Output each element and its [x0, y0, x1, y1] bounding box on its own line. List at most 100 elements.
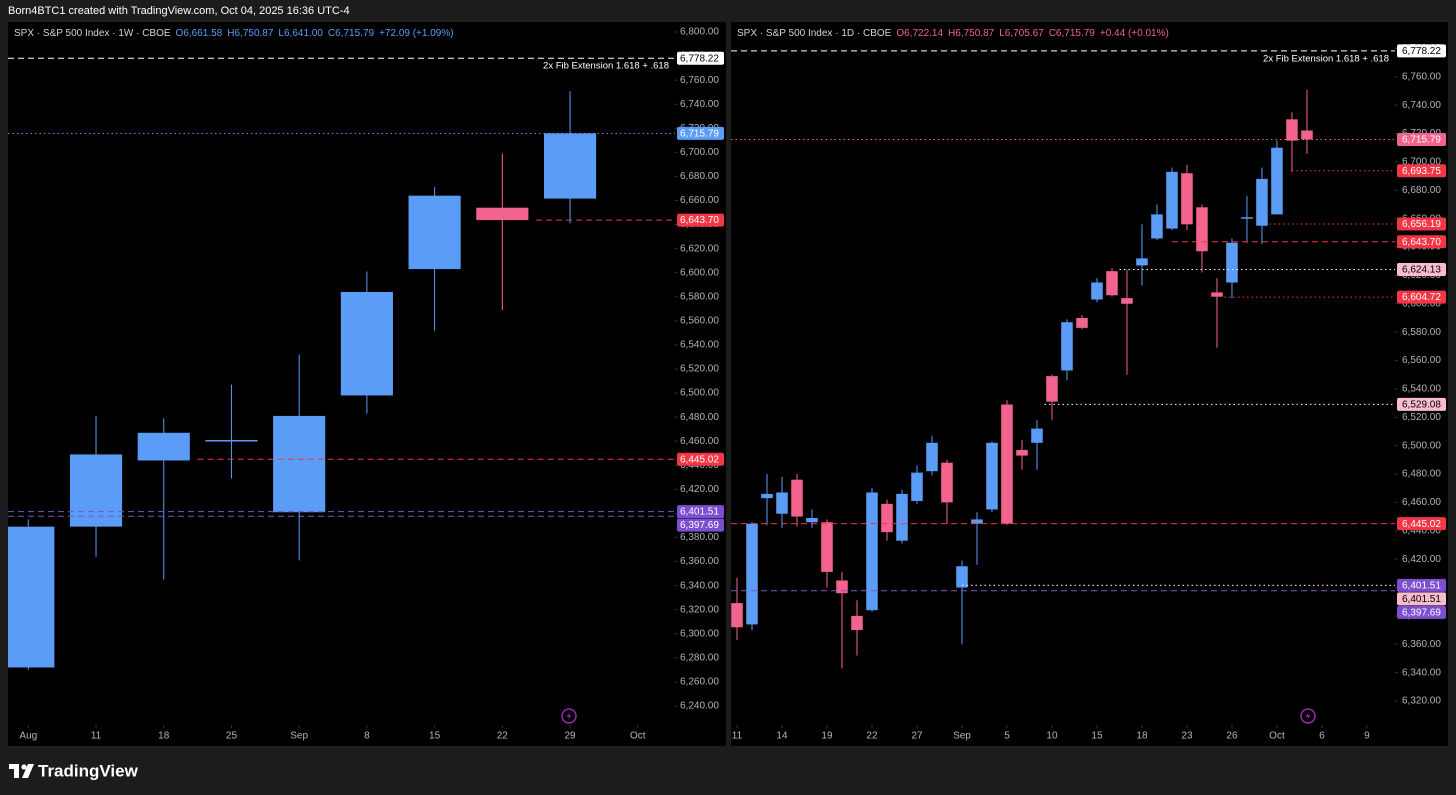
logo-part	[9, 764, 19, 778]
y-tick-label: 6,700.00	[680, 147, 719, 158]
y-tick-label: 6,740.00	[1402, 100, 1441, 111]
level-label: 6,656.19	[1402, 219, 1441, 230]
candle-body	[1241, 217, 1253, 219]
candle-body	[408, 195, 461, 270]
level-label: 6,401.51	[1402, 594, 1441, 605]
candles	[731, 89, 1313, 669]
x-tick-label: 8	[364, 731, 370, 742]
level-label: 6,778.22	[680, 53, 719, 64]
level-note: 2x Fib Extension 1.618 + .618	[543, 61, 669, 72]
x-tick-label: 15	[1091, 731, 1103, 742]
x-tick-label: 18	[158, 731, 170, 742]
candle-body	[836, 580, 848, 594]
chart: 6,240.00 6,260.00 6,280.00 6,300.00 6,320.00…	[8, 27, 724, 742]
x-tick-label: 14	[776, 731, 788, 742]
y-tick-label: 6,580.00	[680, 291, 719, 302]
x-tick-label: Sep	[290, 731, 308, 742]
x-tick-label: 22	[866, 731, 878, 742]
level-label-bg	[1397, 263, 1446, 277]
level-label: 6,445.02	[1402, 519, 1441, 530]
candle-body	[137, 432, 190, 461]
candle-body	[476, 207, 529, 221]
candle-body	[1181, 173, 1193, 225]
y-tick-label: 6,340.00	[680, 580, 719, 591]
candle-body	[791, 479, 803, 517]
level-label-bg	[677, 505, 724, 519]
candle-body	[896, 493, 908, 541]
x-tick-label: 27	[911, 731, 923, 742]
chart: 6,320.006,340.006,360.006,380.006,400.00…	[731, 28, 1446, 742]
x-tick-label: Oct	[630, 731, 646, 742]
legend-value: L6,705.67	[999, 28, 1044, 39]
level-label-bg	[1397, 290, 1446, 304]
candle-body	[731, 603, 743, 628]
y-tick-label: 6,500.00	[1402, 440, 1441, 451]
level-label: 6,643.70	[680, 215, 719, 226]
legend-title: SPX · S&P 500 Index · 1D · CBOE	[737, 28, 892, 39]
candle-body	[821, 522, 833, 572]
x-tick-label: 22	[497, 731, 509, 742]
candle-body	[1001, 404, 1013, 524]
candle-body	[273, 415, 326, 513]
candle-body	[1106, 271, 1118, 296]
icon-bolt	[566, 712, 572, 720]
candle-body	[866, 492, 878, 611]
level-label: 6,401.51	[680, 507, 719, 518]
y-tick-label: 6,540.00	[1402, 384, 1441, 395]
candle-body	[1271, 147, 1283, 215]
y-tick-label: 6,300.00	[680, 628, 719, 639]
candle-body	[956, 566, 968, 588]
candles	[8, 91, 597, 670]
legend-value: +72.09 (+1.09%)	[379, 28, 454, 39]
level-note: 2x Fib Extension 1.618 + .618	[1263, 53, 1389, 64]
x-tick-label: 6	[1319, 731, 1325, 742]
y-tick-label: 6,760.00	[680, 75, 719, 86]
legend-value: L6,641.00	[278, 28, 323, 39]
replay-icon-right	[1300, 708, 1316, 724]
y-tick-label: 6,480.00	[680, 412, 719, 423]
level-label: 6,715.79	[680, 128, 719, 139]
x-tick-label: 23	[1181, 731, 1193, 742]
level-label-bg	[1397, 44, 1446, 58]
x-tick-label: 18	[1136, 731, 1148, 742]
y-tick-label: 6,560.00	[680, 315, 719, 326]
y-tick-label: 6,380.00	[680, 532, 719, 543]
candle-body	[1211, 292, 1223, 297]
y-tick-label: 6,680.00	[1402, 185, 1441, 196]
y-tick-label: 6,700.00	[1402, 157, 1441, 168]
x-tick-label: 15	[429, 731, 441, 742]
x-tick-label: 19	[821, 731, 833, 742]
x-tick-label: 5	[1004, 731, 1010, 742]
candle-body	[986, 442, 998, 510]
level-label-bg	[1397, 578, 1446, 592]
candle-body	[926, 442, 938, 472]
y-tick-label: 6,620.00	[680, 243, 719, 254]
y-tick-label: 6,360.00	[1402, 639, 1441, 650]
candle-body	[1256, 178, 1268, 226]
candle-body	[1301, 130, 1313, 140]
candle-body	[746, 523, 758, 625]
y-tick-label: 6,420.00	[1402, 554, 1441, 565]
y-tick-label: 6,680.00	[680, 171, 719, 182]
icon-ring	[1300, 708, 1316, 724]
x-tick-label: 26	[1226, 731, 1238, 742]
brand-logo	[9, 764, 34, 778]
level-label: 6,529.08	[1402, 400, 1441, 411]
level-label: 6,693.75	[1402, 166, 1441, 177]
candle-body	[1166, 171, 1178, 229]
level-label: 6,643.70	[1402, 237, 1441, 248]
x-tick-label: 10	[1046, 731, 1058, 742]
candle-body	[205, 439, 258, 442]
candle-body	[1286, 119, 1298, 141]
candle-body	[1121, 298, 1133, 304]
y-tick-label: 6,460.00	[680, 436, 719, 447]
level-label-bg	[677, 452, 724, 466]
y-tick-label: 6,800.00	[680, 27, 719, 38]
legend-value: H6,750.87	[948, 28, 995, 39]
y-tick-label: 6,520.00	[680, 364, 719, 375]
level-label-bg	[677, 213, 724, 227]
y-tick-label: 6,600.00	[1402, 298, 1441, 309]
header-text: Born4BTC1 created with TradingView.com, …	[8, 5, 350, 17]
candle-body	[1031, 428, 1043, 443]
